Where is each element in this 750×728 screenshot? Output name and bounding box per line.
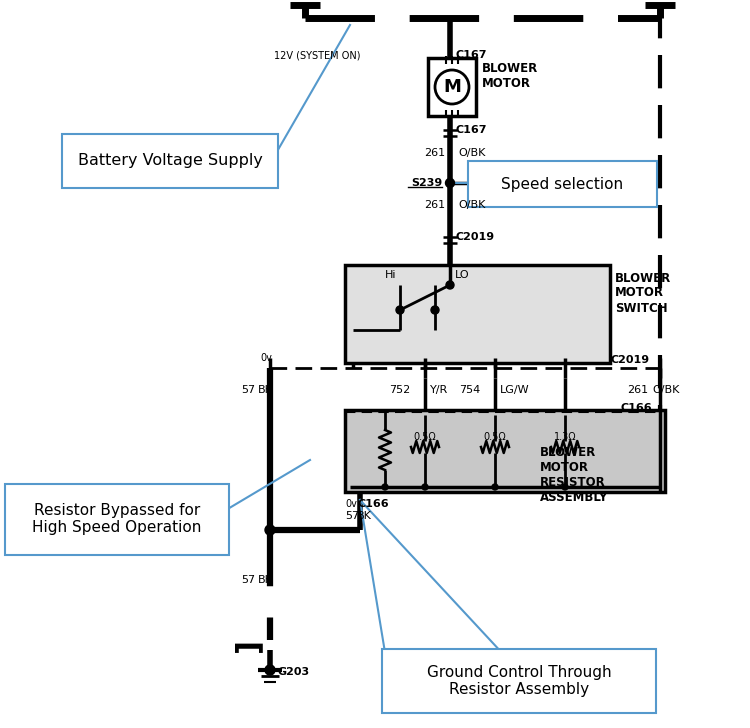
Text: 261: 261	[424, 148, 445, 158]
FancyBboxPatch shape	[5, 484, 229, 555]
Text: Y/R: Y/R	[430, 385, 448, 395]
Text: LO: LO	[455, 270, 470, 280]
Text: Ground Control Through
Resistor Assembly: Ground Control Through Resistor Assembly	[427, 665, 611, 697]
Text: C166: C166	[620, 403, 652, 413]
Circle shape	[396, 306, 404, 314]
Text: C2019: C2019	[610, 355, 650, 365]
Text: BK: BK	[258, 575, 273, 585]
Text: 752: 752	[388, 385, 410, 395]
Text: S239: S239	[411, 178, 442, 188]
Circle shape	[446, 178, 454, 188]
FancyBboxPatch shape	[62, 134, 278, 188]
Text: C167: C167	[455, 125, 487, 135]
Circle shape	[265, 665, 275, 675]
Circle shape	[492, 484, 498, 490]
Text: 0.5Ω: 0.5Ω	[414, 432, 436, 442]
Text: C167: C167	[455, 50, 487, 60]
Text: G203: G203	[278, 667, 310, 677]
Circle shape	[446, 281, 454, 289]
Bar	[345, 410, 665, 492]
Bar	[345, 265, 610, 363]
Text: 0v: 0v	[260, 353, 272, 363]
Text: 261: 261	[424, 200, 445, 210]
Text: 261: 261	[627, 385, 648, 395]
Text: 57: 57	[241, 575, 255, 585]
Text: M: M	[443, 78, 461, 96]
Circle shape	[431, 306, 439, 314]
Text: C166: C166	[357, 499, 388, 509]
Circle shape	[562, 484, 568, 490]
Text: BK: BK	[357, 511, 372, 521]
Text: C2019: C2019	[455, 232, 494, 242]
Text: BLOWER
MOTOR
SWITCH: BLOWER MOTOR SWITCH	[615, 272, 671, 314]
Text: 57: 57	[241, 385, 255, 395]
Circle shape	[422, 484, 428, 490]
Text: 57: 57	[345, 511, 359, 521]
Text: O/BK: O/BK	[458, 200, 485, 210]
Text: Hi: Hi	[385, 270, 397, 280]
Text: 0.5Ω: 0.5Ω	[484, 432, 506, 442]
Circle shape	[435, 70, 469, 104]
Circle shape	[382, 484, 388, 490]
Text: 754: 754	[459, 385, 480, 395]
Circle shape	[265, 525, 275, 535]
FancyBboxPatch shape	[468, 161, 657, 207]
Text: BLOWER
MOTOR
RESISTOR
ASSEMBLY: BLOWER MOTOR RESISTOR ASSEMBLY	[540, 446, 608, 504]
Text: O/BK: O/BK	[652, 385, 680, 395]
FancyBboxPatch shape	[382, 649, 656, 713]
Text: Battery Voltage Supply: Battery Voltage Supply	[77, 154, 262, 168]
Text: Resistor Bypassed for
High Speed Operation: Resistor Bypassed for High Speed Operati…	[32, 503, 202, 535]
Text: Speed selection: Speed selection	[501, 176, 623, 191]
Text: BK: BK	[258, 385, 273, 395]
Text: ]: ]	[233, 638, 262, 652]
Bar	[428, 58, 476, 116]
Text: BLOWER
MOTOR: BLOWER MOTOR	[482, 62, 538, 90]
Text: 0v: 0v	[345, 499, 357, 509]
Text: O/BK: O/BK	[458, 148, 485, 158]
Text: LG/W: LG/W	[500, 385, 530, 395]
Text: 12V (SYSTEM ON): 12V (SYSTEM ON)	[274, 50, 360, 60]
Text: 1.3Ω: 1.3Ω	[554, 432, 576, 442]
